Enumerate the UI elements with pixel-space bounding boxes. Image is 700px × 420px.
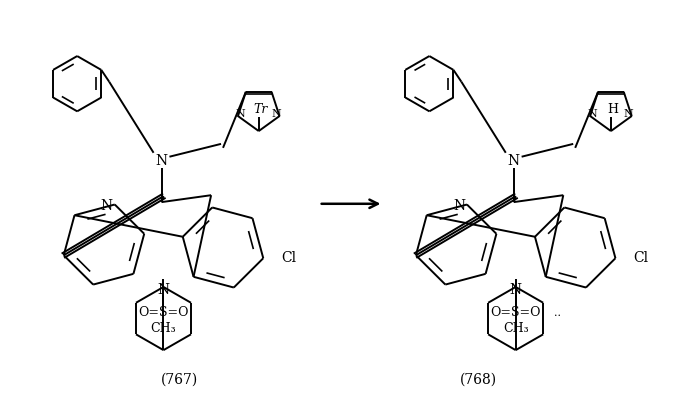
Text: Tr: Tr (253, 103, 268, 116)
Text: O=S=O: O=S=O (138, 306, 189, 319)
Text: N: N (508, 154, 520, 168)
Text: N: N (624, 109, 634, 119)
Text: (767): (767) (161, 373, 199, 387)
Text: ..: .. (554, 307, 561, 318)
Text: (768): (768) (460, 373, 497, 387)
Text: Cl: Cl (281, 251, 296, 265)
Text: N: N (101, 200, 113, 213)
Text: N: N (235, 109, 245, 119)
Text: N: N (453, 200, 465, 213)
Text: N: N (155, 154, 167, 168)
Text: CH₃: CH₃ (150, 322, 176, 335)
Text: CH₃: CH₃ (503, 322, 528, 335)
Text: O=S=O: O=S=O (491, 306, 541, 319)
Text: Cl: Cl (634, 251, 648, 265)
Text: N: N (587, 109, 597, 119)
Text: N: N (510, 283, 522, 297)
Text: N: N (158, 283, 169, 297)
Text: H: H (608, 103, 618, 116)
Text: N: N (272, 109, 281, 119)
